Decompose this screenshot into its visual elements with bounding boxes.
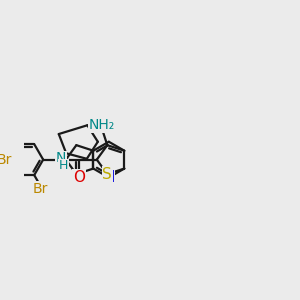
Text: NH₂: NH₂ bbox=[89, 118, 115, 132]
Text: N: N bbox=[103, 170, 115, 185]
Text: Br: Br bbox=[33, 182, 48, 196]
Text: H: H bbox=[58, 159, 68, 172]
Text: S: S bbox=[102, 167, 112, 182]
Text: N: N bbox=[56, 151, 66, 165]
Text: Br: Br bbox=[0, 153, 12, 166]
Text: O: O bbox=[73, 170, 85, 185]
